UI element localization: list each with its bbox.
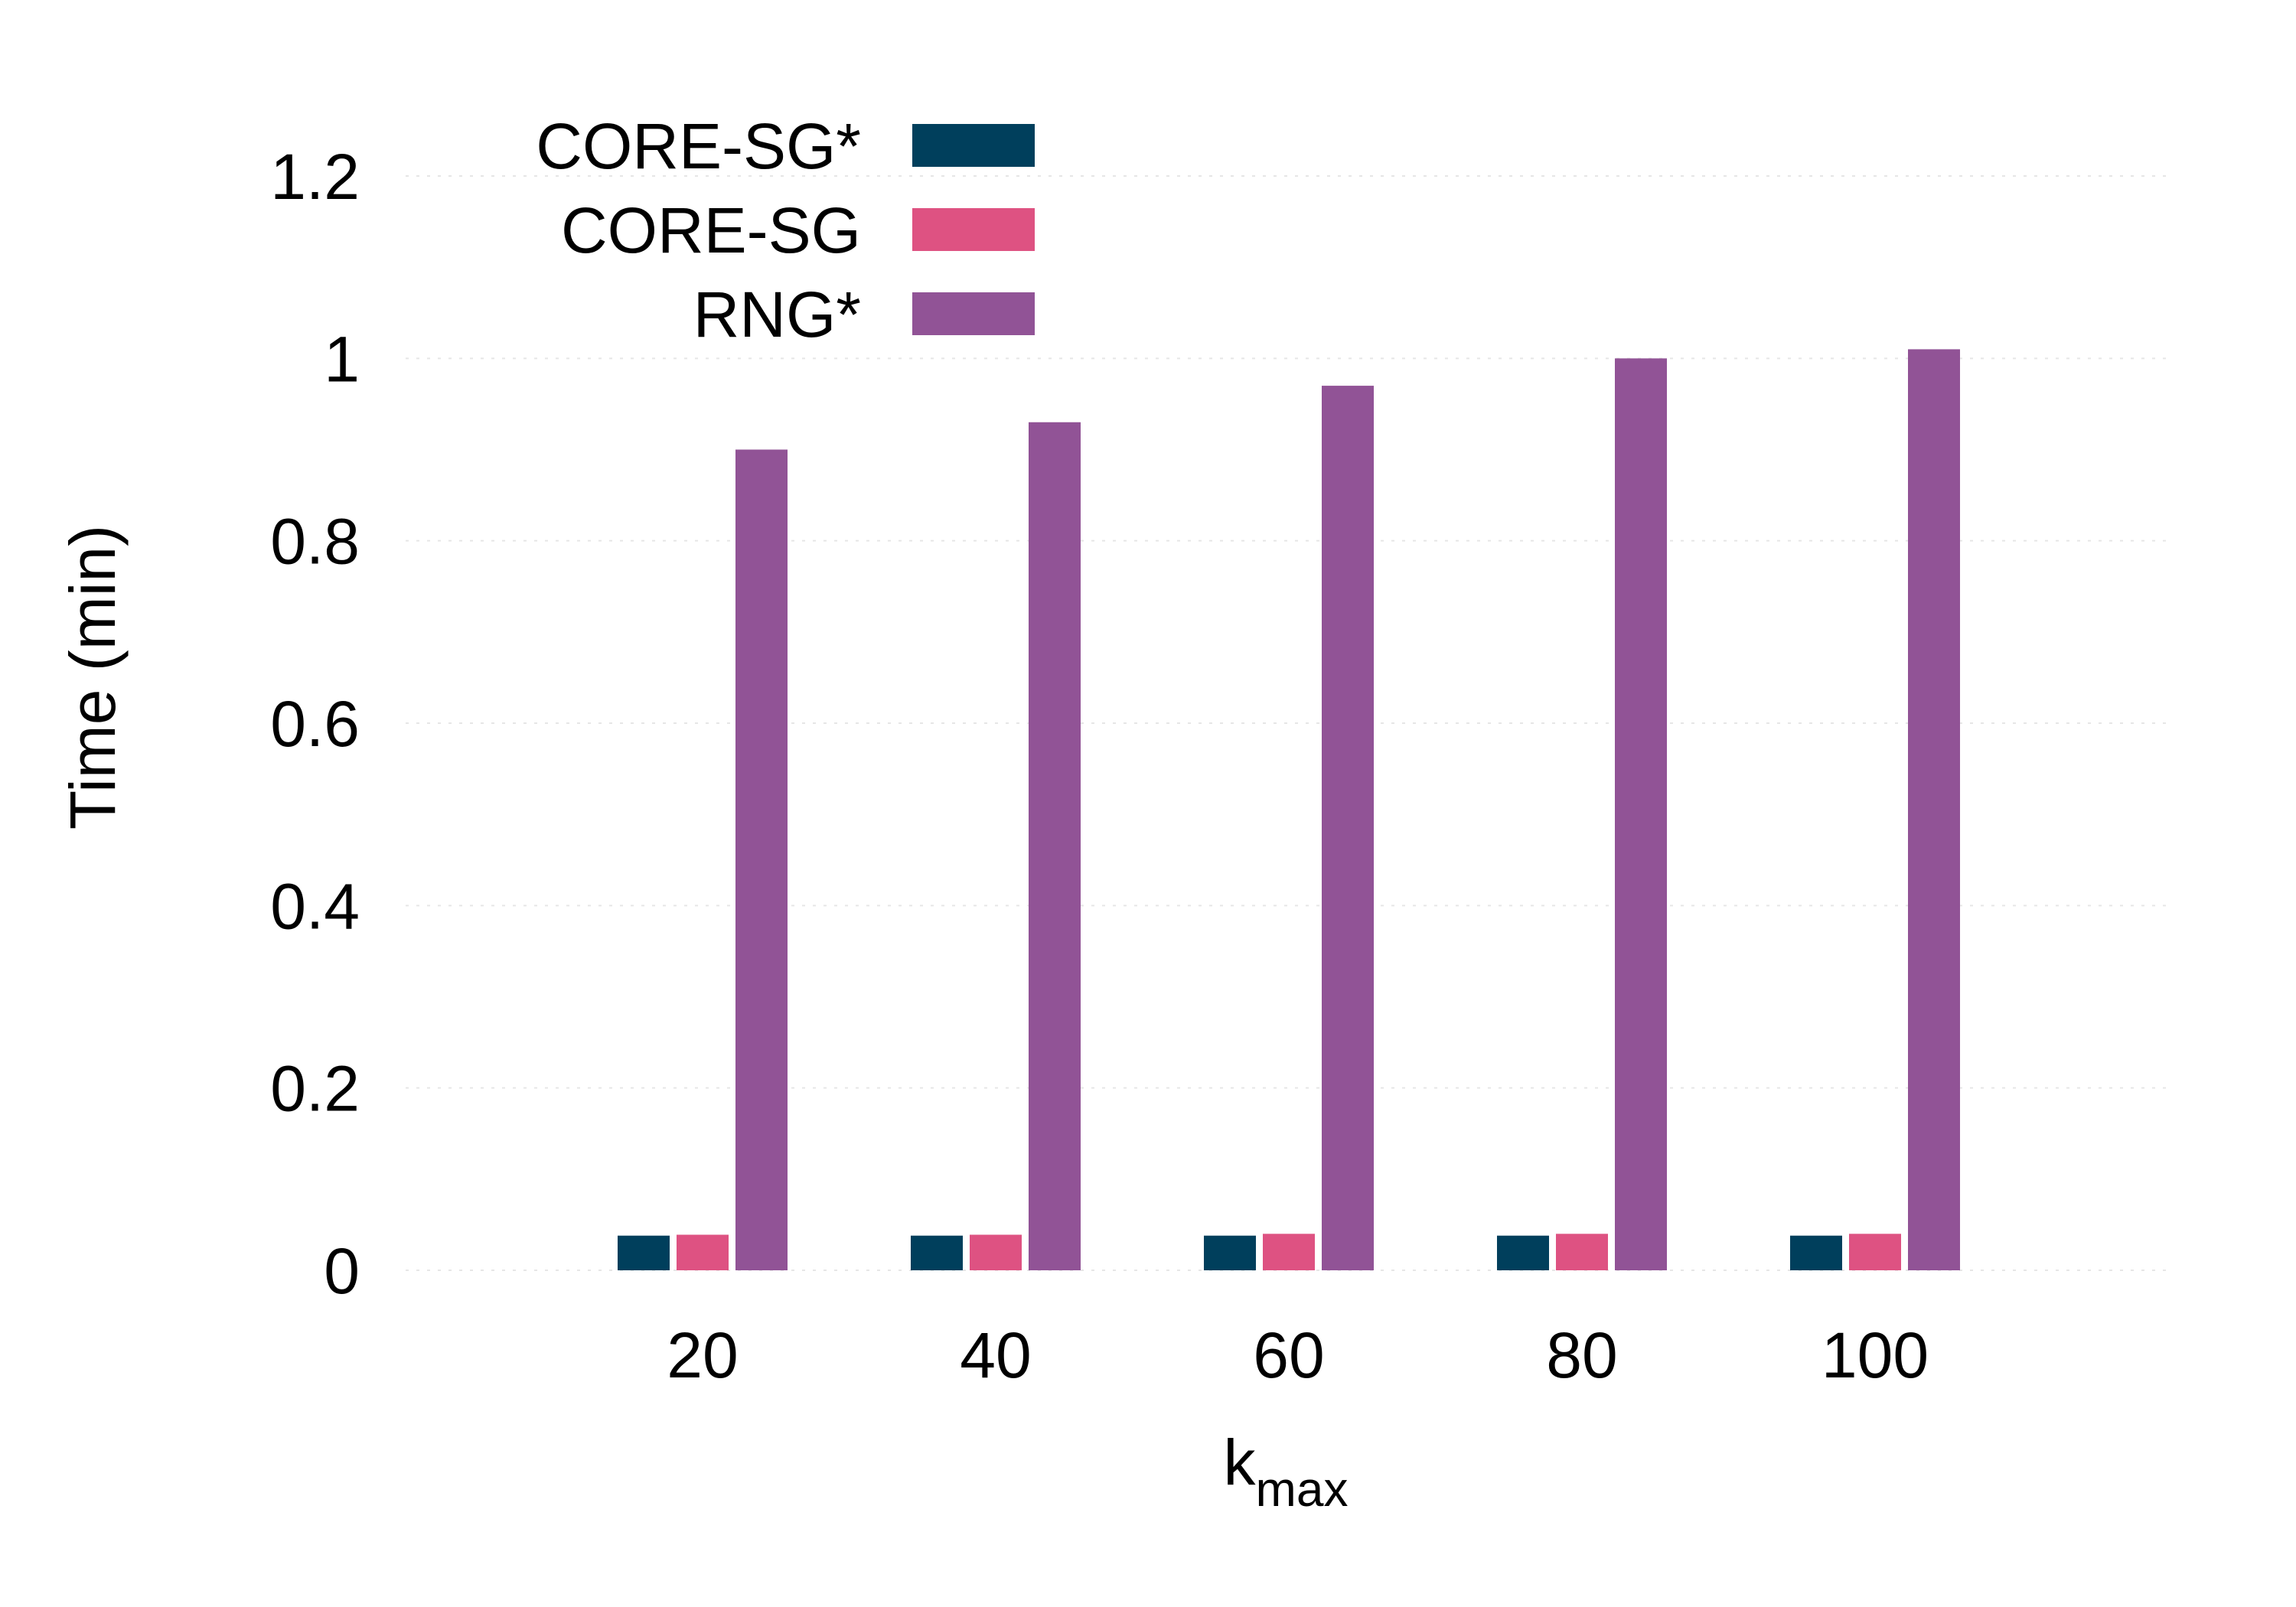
bar-rng--40 [1029,422,1081,1270]
legend-swatch [912,292,1035,335]
bar-rng--100 [1908,349,1960,1271]
x-tick-label: 60 [1253,1319,1324,1391]
bar-core-sg-40 [970,1234,1022,1270]
bar-core-sg-100 [1849,1234,1901,1270]
y-tick-label: 0.4 [270,870,360,942]
legend-label: CORE-SG* [536,110,861,182]
y-tick-label: 1 [324,323,360,395]
y-tick-label: 0.8 [270,506,360,578]
x-axis-title: kmax [1224,1426,1349,1517]
x-tick-label: 100 [1821,1319,1929,1391]
bar-rng--60 [1322,386,1374,1270]
legend-swatch [912,124,1035,167]
x-tick-label: 80 [1546,1319,1617,1391]
y-axis-title: Time (min) [57,525,129,830]
bar-core-sg--100 [1790,1235,1842,1270]
x-tick-label: 20 [667,1319,738,1391]
x-axis-title-main: k [1224,1426,1257,1498]
y-tick-label: 0.2 [270,1053,360,1125]
y-tick-label: 0.6 [270,688,360,760]
y-tick-label: 0 [324,1235,360,1307]
legend-label: CORE-SG [561,194,861,266]
y-tick-label: 1.2 [270,141,360,213]
bar-core-sg-80 [1556,1234,1608,1270]
bar-core-sg-60 [1263,1234,1315,1270]
gridlines [406,175,2166,1271]
bar-core-sg--80 [1497,1235,1549,1270]
x-axis-title-subscript: max [1256,1462,1349,1517]
bar-core-sg--40 [911,1235,963,1270]
bar-core-sg-20 [677,1234,729,1270]
legend: CORE-SG* CORE-SG RNG* [536,110,1035,350]
y-tick-labels: 0 0.2 0.4 0.6 0.8 1 1.2 [270,141,360,1307]
bar-rng--20 [735,449,788,1270]
bars [618,349,1960,1271]
legend-label: RNG* [693,279,861,350]
x-tick-label: 40 [960,1319,1031,1391]
bar-core-sg--60 [1204,1235,1256,1270]
bar-rng--80 [1615,358,1667,1270]
x-tick-labels: 20 40 60 80 100 [667,1319,1929,1391]
legend-swatch [912,208,1035,251]
bar-core-sg--20 [618,1235,670,1270]
